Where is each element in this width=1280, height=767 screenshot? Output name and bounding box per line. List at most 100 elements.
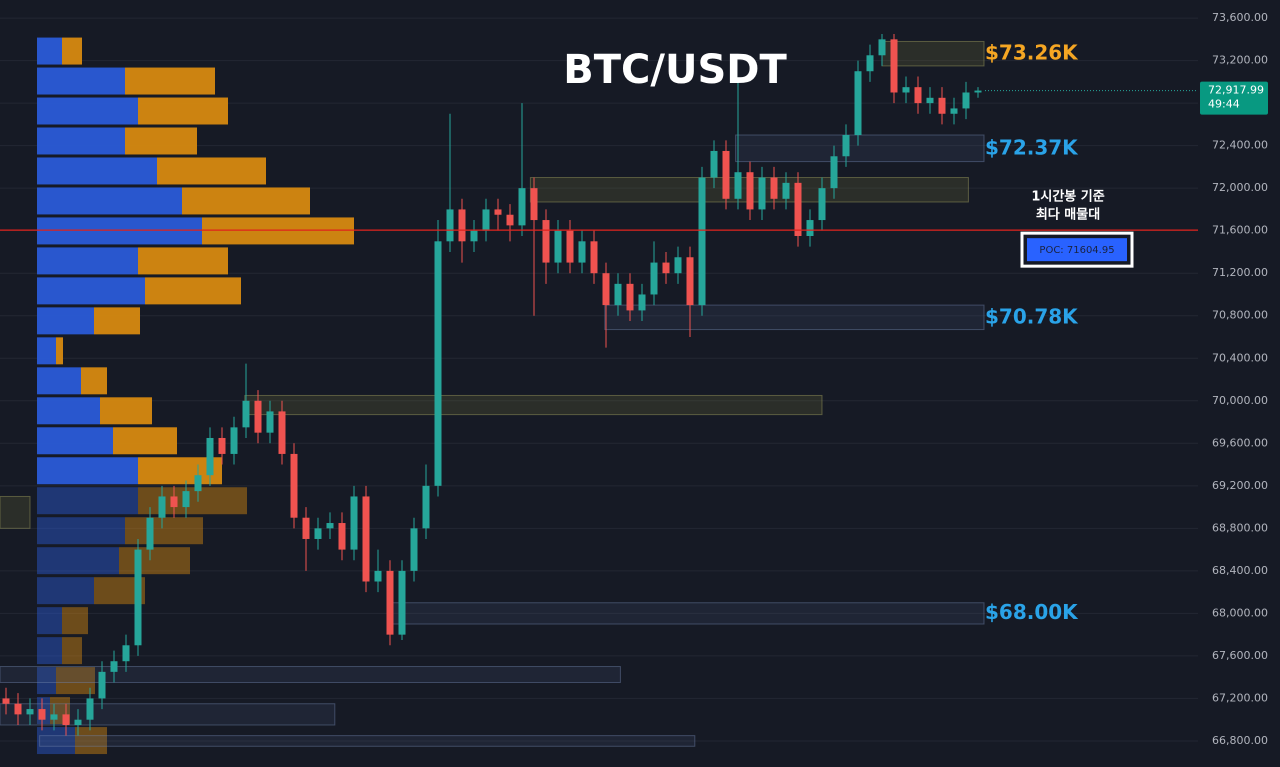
profile-buy: [37, 577, 94, 605]
profile-sell: [125, 67, 215, 95]
y-tick-label: 68,400.00: [1212, 564, 1268, 577]
candle-body: [62, 714, 70, 726]
price-annotation: $73.26K: [985, 41, 1079, 65]
candle-body: [770, 177, 778, 199]
profile-sell: [56, 337, 63, 365]
candle-body: [974, 90, 982, 93]
zone: [0, 495, 31, 529]
y-tick-label: 72,000.00: [1212, 181, 1268, 194]
candle-body: [446, 209, 454, 242]
candle-body: [50, 714, 58, 720]
y-tick-label: 73,200.00: [1212, 54, 1268, 67]
profile-sell: [125, 517, 203, 545]
candle-body: [350, 496, 358, 550]
profile-sell: [62, 37, 82, 65]
candle-body: [950, 108, 958, 114]
candle-body: [758, 177, 766, 210]
price-annotation: $68.00K: [985, 600, 1079, 624]
poc-frame: [1020, 231, 1134, 268]
zone: [735, 134, 985, 163]
profile-sell: [202, 217, 354, 245]
countdown-label: 49:44: [1208, 98, 1240, 111]
candle-body: [902, 87, 910, 93]
candle-body: [122, 645, 130, 662]
profile-buy: [37, 337, 56, 365]
profile-buy: [37, 277, 145, 305]
candle-body: [650, 262, 658, 295]
candle-body: [98, 671, 106, 699]
candle-body: [830, 156, 838, 189]
poc-note: 1시간봉 기준: [1031, 189, 1104, 205]
candle-body: [854, 71, 862, 136]
profile-sell: [138, 247, 228, 275]
profile-buy: [37, 547, 119, 575]
candle-body: [302, 517, 310, 539]
y-tick-label: 66,800.00: [1212, 734, 1268, 747]
poc-box: [1027, 238, 1127, 262]
candle-body: [554, 230, 562, 263]
profile-sell: [113, 427, 177, 455]
candle-body: [170, 496, 178, 508]
zone: [244, 394, 823, 416]
y-tick-label: 72,400.00: [1212, 139, 1268, 152]
profile-buy: [37, 487, 138, 515]
candle-body: [938, 97, 946, 114]
candle-body: [542, 220, 550, 263]
candle-body: [182, 491, 190, 508]
profile-buy: [37, 157, 157, 185]
y-tick-label: 70,400.00: [1212, 351, 1268, 364]
candle-body: [74, 719, 82, 726]
zone: [39, 735, 696, 747]
poc-label: POC: 71604.95: [1039, 245, 1114, 256]
candle-body: [926, 97, 934, 104]
profile-buy: [37, 517, 125, 545]
candle-body: [842, 135, 850, 157]
candle-body: [266, 411, 274, 433]
candle-body: [230, 427, 238, 454]
candle-body: [794, 182, 802, 236]
price-annotation: $70.78K: [985, 304, 1079, 328]
candle-body: [278, 411, 286, 454]
profile-buy: [37, 97, 138, 125]
y-tick-label: 71,600.00: [1212, 224, 1268, 237]
candle-body: [14, 703, 22, 715]
profile-sell: [145, 277, 241, 305]
candle-body: [410, 528, 418, 571]
y-tick-label: 67,200.00: [1212, 691, 1268, 704]
candle-body: [470, 230, 478, 242]
candle-body: [578, 241, 586, 263]
profile-buy: [37, 727, 75, 755]
candle-body: [818, 188, 826, 221]
candle-body: [962, 92, 970, 109]
candle-body: [626, 283, 634, 311]
candle-body: [674, 257, 682, 274]
candle-body: [326, 523, 334, 529]
profile-sell: [138, 487, 247, 515]
profile-buy: [37, 667, 56, 695]
zone: [389, 602, 985, 625]
candle-body: [866, 55, 874, 72]
profile-buy: [37, 67, 125, 95]
candle-body: [746, 172, 754, 210]
profile-buy: [37, 37, 62, 65]
profile-sell: [182, 187, 310, 215]
profile-buy: [37, 127, 125, 155]
candle-body: [38, 709, 46, 720]
profile-sell: [125, 127, 197, 155]
profile-sell: [56, 667, 95, 695]
candle-body: [482, 209, 490, 231]
candle-body: [722, 150, 730, 199]
y-tick-label: 68,000.00: [1212, 606, 1268, 619]
candle-body: [206, 437, 214, 476]
chart-title: BTC/USDT: [563, 47, 787, 93]
candle-body: [686, 257, 694, 306]
candle-body: [638, 294, 646, 311]
candle-body: [710, 150, 718, 178]
candle-body: [386, 570, 394, 635]
candle-body: [878, 39, 886, 56]
last-price-tag: [1200, 81, 1268, 115]
candle-body: [374, 570, 382, 582]
profile-buy: [37, 457, 138, 485]
profile-sell: [62, 607, 88, 635]
